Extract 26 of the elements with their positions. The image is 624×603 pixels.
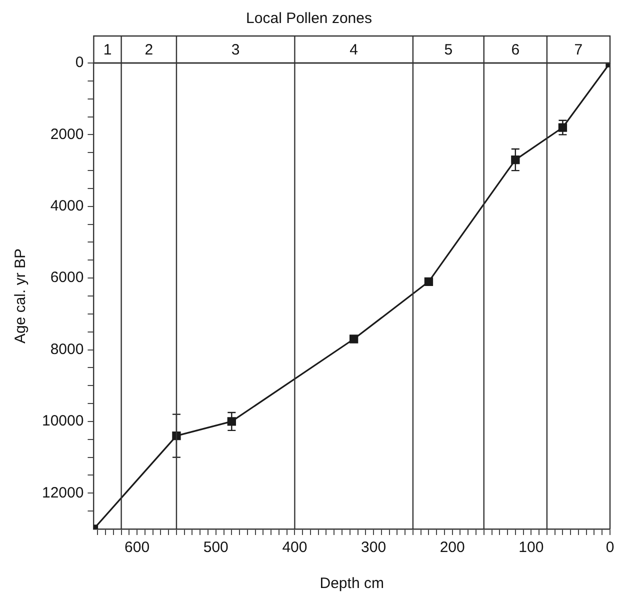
- y-tick-label: 0: [75, 54, 84, 72]
- text: 5: [444, 42, 453, 59]
- x-tick-label: 500: [203, 539, 228, 556]
- text: 7: [574, 42, 583, 59]
- y-tick-label: 4000: [50, 198, 84, 215]
- y-tick-label: 10000: [42, 412, 84, 430]
- y-tick-label: 6000: [50, 269, 84, 286]
- point: [424, 277, 434, 286]
- text: 3: [231, 42, 240, 59]
- point: [349, 334, 358, 344]
- text: 4: [350, 42, 358, 59]
- x-tick-label: 200: [440, 539, 465, 556]
- x-tick-label: 400: [282, 539, 308, 556]
- text: 2: [144, 42, 154, 59]
- text: 6: [511, 42, 520, 59]
- y-axis-title: Age cal. yr BP: [12, 248, 30, 344]
- x-tick-label: 300: [361, 539, 386, 556]
- x-tick-label: 100: [518, 539, 544, 556]
- x-tick-label: 600: [124, 539, 150, 556]
- y-tick-label: 2000: [50, 126, 84, 143]
- x-axis-title: Depth cm: [320, 575, 384, 592]
- y-tick-label: 8000: [50, 340, 84, 358]
- chart-title: Local Pollen zones: [246, 10, 372, 28]
- text: 1: [103, 42, 112, 59]
- y-tick-label: 12000: [42, 484, 84, 502]
- x-tick-label: 0: [606, 539, 614, 556]
